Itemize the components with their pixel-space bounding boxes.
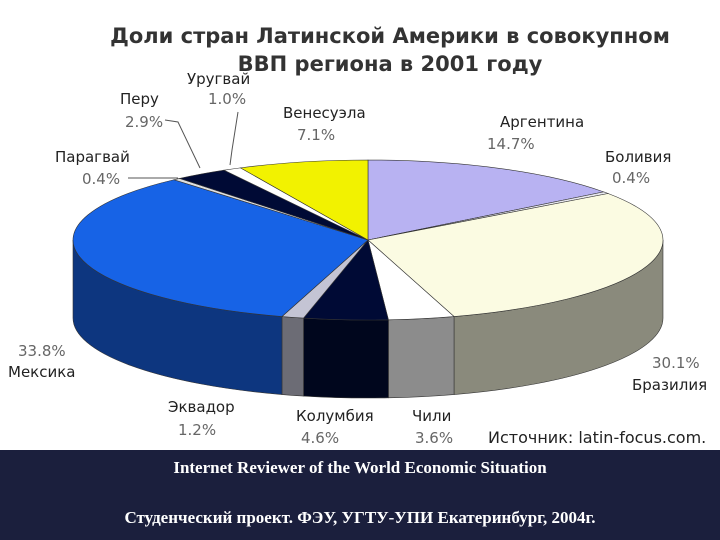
value-label: 0.4% [82,170,120,188]
slice [367,193,664,317]
value-label: 7.1% [297,126,335,144]
category-label: Колумбия [296,407,374,425]
category-label: Перу [120,90,159,108]
footer-line: Internet Reviewer of the World Economic … [173,458,547,477]
category-label: Мексика [8,363,75,381]
slice [72,179,369,317]
footer-line: Студенческий проект. ФЭУ, УГТУ-УПИ Екате… [124,508,596,527]
chart: Аргентина 14.7% Боливия 0.4% Бразилия 30.1% Чи… [8,70,707,447]
slice [239,159,369,241]
category-label: Чили [412,407,451,425]
value-label: 30.1% [652,354,700,372]
category-label: Боливия [605,148,671,166]
value-label: 33.8% [18,342,66,360]
value-label: 4.6% [301,429,339,447]
category-label: Аргентина [500,113,584,131]
leader-line [229,111,239,166]
value-label: 3.6% [415,429,453,447]
category-label: Венесуэла [283,104,366,122]
leader-line [164,119,201,169]
category-label: Бразилия [632,376,707,394]
category-label: Уругвай [187,70,250,88]
value-label: 14.7% [487,135,535,153]
slice [367,159,605,241]
category-label: Эквадор [168,398,235,416]
labels: Аргентина 14.7% Боливия 0.4% Бразилия 30.1% Чи… [8,70,707,447]
value-label: 1.0% [208,90,246,108]
slice-side [281,316,304,397]
source: Источник: latin-focus.com. [488,428,706,447]
value-label: 2.9% [125,113,163,131]
chart-title: Доли стран Латинской Америки в совокупно… [110,24,670,76]
slice-side [388,316,455,399]
slice-side [303,317,389,399]
pie [72,159,664,399]
category-label: Парагвай [55,148,130,166]
leader-lines [128,111,239,179]
value-label: 0.4% [612,169,650,187]
footer: Internet Reviewer of the World Economic … [0,450,720,540]
value-label: 1.2% [178,421,216,439]
